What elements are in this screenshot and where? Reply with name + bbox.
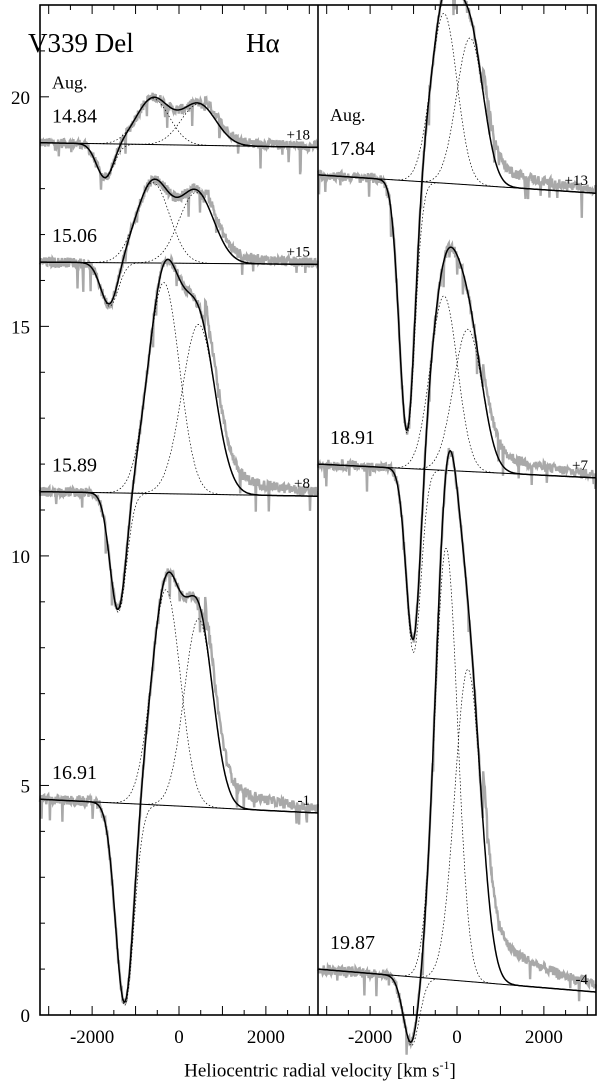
x-tick-label: 2000 — [247, 1027, 285, 1048]
chart-title: V339 Del — [28, 28, 134, 58]
date-label: 14.84 — [52, 106, 97, 128]
x-tick-label: 0 — [174, 1027, 184, 1048]
observed-spectrum — [316, 447, 597, 1055]
offset-label: +18 — [287, 127, 310, 143]
offset-label: -1 — [298, 793, 311, 809]
date-label: 16.91 — [52, 762, 97, 784]
x-tick-label: -2000 — [348, 1027, 392, 1048]
model-fit — [40, 96, 318, 179]
emission-component-red — [318, 328, 597, 479]
absorption-component — [318, 174, 596, 434]
model-fit — [39, 571, 318, 1003]
month-label: Aug. — [52, 73, 88, 93]
model-fit — [318, 246, 596, 641]
x-axis-title: Heliocentric radial velocity [km s-1] — [40, 1058, 600, 1082]
x-tick-label: 0 — [452, 1027, 462, 1048]
emission-component-blue — [317, 548, 596, 993]
date-label: 17.84 — [330, 138, 375, 160]
x-axis-title-tail: ] — [449, 1060, 456, 1082]
line-label: Hα — [246, 28, 280, 58]
emission-component-blue — [318, 12, 596, 194]
y-tick-label: 10 — [11, 547, 30, 568]
absorption-component — [39, 798, 318, 1006]
panel-right: Aug. 17.84 +13 18.91 +7 19.87 -4 — [316, 0, 597, 1055]
date-label: 19.87 — [330, 932, 375, 954]
x-tick-label: 2000 — [525, 1027, 563, 1048]
offset-label: +13 — [565, 173, 588, 189]
observed-spectrum — [38, 567, 319, 1005]
x-axis-title-main: Heliocentric radial velocity [km s — [184, 1060, 440, 1082]
x-tick-label: -2000 — [70, 1027, 114, 1048]
y-axis: 0 5 10 15 20 — [11, 50, 49, 1027]
x-axis-title-sup: -1 — [439, 1058, 450, 1072]
chart-labels: V339 Del Hα — [28, 28, 280, 58]
offset-label: +7 — [572, 458, 588, 474]
model-fit — [40, 178, 318, 305]
observed-spectrum — [38, 253, 319, 612]
observed-spectrum — [39, 92, 319, 190]
offset-label: +15 — [287, 244, 310, 260]
offset-label: -4 — [576, 972, 589, 988]
date-label: 18.91 — [330, 427, 375, 449]
y-tick-label: 20 — [11, 88, 30, 109]
y-tick-label: 5 — [21, 776, 31, 797]
date-label: 15.89 — [52, 455, 97, 477]
date-label: 15.06 — [52, 225, 97, 247]
y-tick-label: 15 — [11, 317, 30, 338]
offset-label: +8 — [294, 476, 310, 492]
emission-component-blue — [318, 295, 597, 479]
observed-spectrum — [316, 0, 597, 435]
model-fit — [40, 258, 318, 611]
model-fit — [318, 449, 596, 1044]
x-axis: -2000 0 2000 -2000 0 2000 — [48, 5, 588, 1048]
model-fit — [318, 0, 596, 431]
observed-spectrum — [316, 239, 597, 643]
panel-left: Aug. 14.84 +18 15.06 +15 15.89 +8 16.91 -1 — [38, 73, 319, 1006]
month-label: Aug. — [330, 105, 366, 125]
y-tick-label: 0 — [21, 1006, 31, 1027]
